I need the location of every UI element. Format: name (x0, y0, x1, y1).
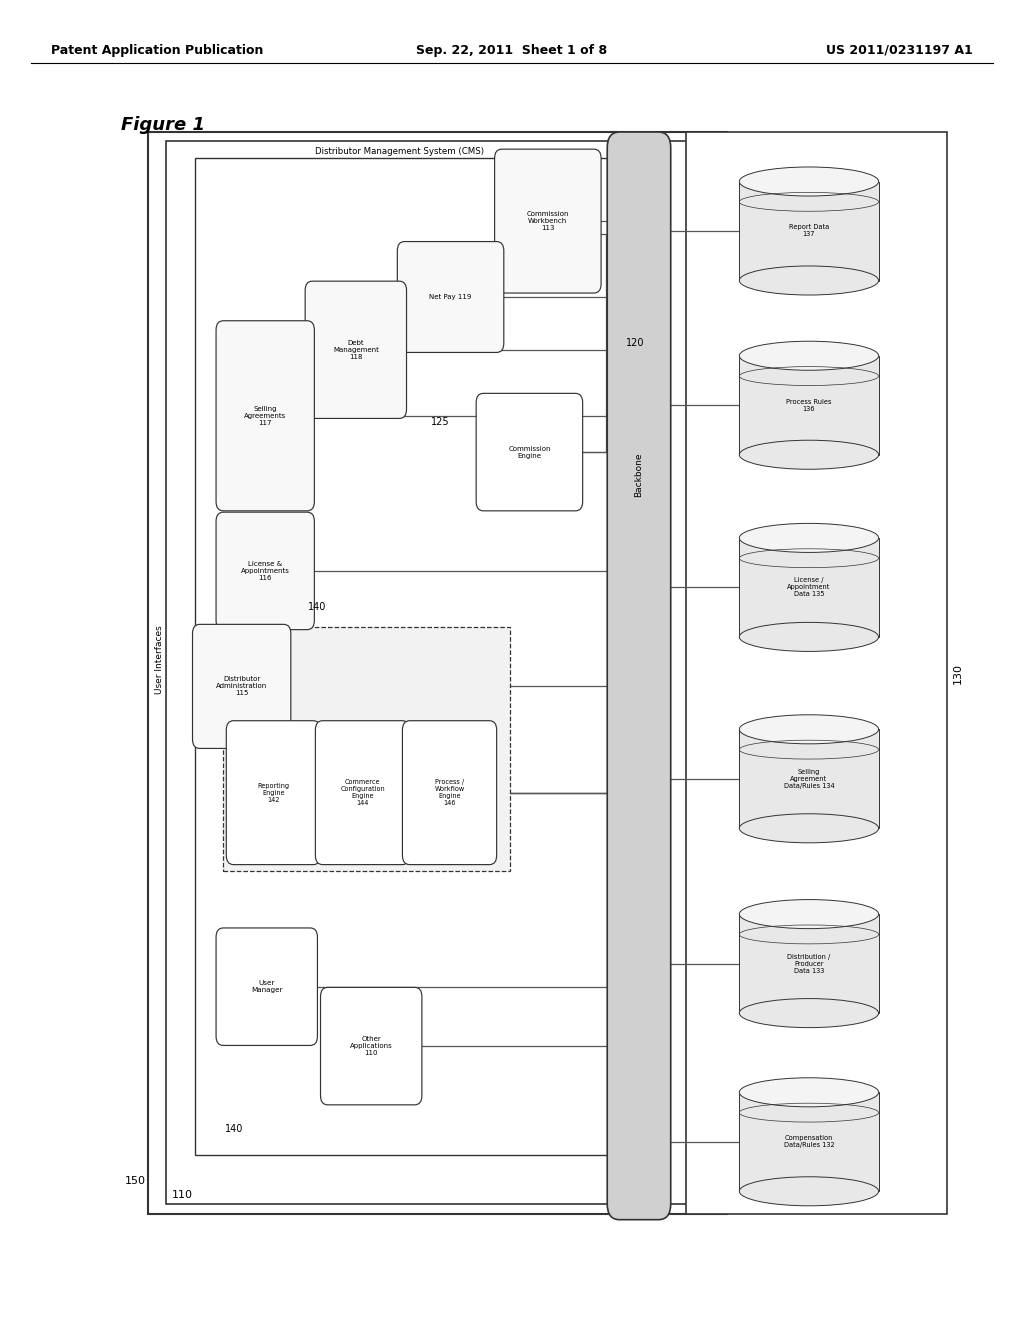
Text: User Interfaces: User Interfaces (156, 626, 164, 694)
FancyBboxPatch shape (216, 928, 317, 1045)
FancyBboxPatch shape (739, 729, 879, 829)
Text: Report Data
137: Report Data 137 (788, 224, 829, 238)
Text: Compensation
Data/Rules 132: Compensation Data/Rules 132 (783, 1135, 835, 1148)
Ellipse shape (739, 168, 879, 195)
Text: Distribution /
Producer
Data 133: Distribution / Producer Data 133 (787, 953, 830, 974)
Text: User
Manager: User Manager (251, 981, 283, 993)
FancyBboxPatch shape (216, 321, 314, 511)
Ellipse shape (739, 998, 879, 1027)
Text: 150: 150 (125, 1176, 145, 1187)
FancyBboxPatch shape (216, 512, 314, 630)
Ellipse shape (739, 441, 879, 470)
Text: Distributor
Administration
115: Distributor Administration 115 (216, 676, 267, 697)
Text: Selling
Agreements
117: Selling Agreements 117 (244, 405, 287, 426)
Text: Other
Applications
110: Other Applications 110 (350, 1036, 392, 1056)
Text: Process Rules
136: Process Rules 136 (786, 399, 831, 412)
Text: Backbone: Backbone (635, 453, 643, 498)
FancyBboxPatch shape (607, 132, 671, 1220)
FancyBboxPatch shape (686, 132, 947, 1214)
Text: Commission
Workbench
113: Commission Workbench 113 (526, 211, 569, 231)
FancyBboxPatch shape (193, 624, 291, 748)
Text: 140: 140 (308, 602, 327, 612)
FancyBboxPatch shape (305, 281, 407, 418)
Text: Selling
Agreement
Data/Rules 134: Selling Agreement Data/Rules 134 (783, 768, 835, 789)
FancyBboxPatch shape (739, 913, 879, 1014)
Ellipse shape (739, 813, 879, 843)
FancyBboxPatch shape (148, 132, 727, 1214)
FancyBboxPatch shape (739, 539, 879, 636)
FancyBboxPatch shape (195, 158, 640, 1155)
Text: Figure 1: Figure 1 (121, 116, 205, 135)
Ellipse shape (739, 715, 879, 744)
Text: Net Pay 119: Net Pay 119 (429, 294, 472, 300)
Text: License &
Appointments
116: License & Appointments 116 (241, 561, 290, 581)
Text: Sep. 22, 2011  Sheet 1 of 8: Sep. 22, 2011 Sheet 1 of 8 (417, 44, 607, 57)
Ellipse shape (739, 523, 879, 553)
Text: License /
Appointment
Data 135: License / Appointment Data 135 (787, 577, 830, 598)
FancyBboxPatch shape (223, 627, 510, 871)
Text: 130: 130 (952, 663, 963, 684)
Text: Commission
Engine: Commission Engine (508, 446, 551, 458)
FancyBboxPatch shape (739, 1093, 879, 1191)
Text: Process /
Workflow
Engine
146: Process / Workflow Engine 146 (434, 779, 465, 807)
Ellipse shape (739, 1177, 879, 1206)
FancyBboxPatch shape (226, 721, 321, 865)
FancyBboxPatch shape (321, 987, 422, 1105)
Ellipse shape (739, 622, 879, 651)
FancyBboxPatch shape (402, 721, 497, 865)
Text: Distributor Management System (CMS): Distributor Management System (CMS) (314, 148, 484, 156)
Text: 125: 125 (431, 417, 450, 428)
Ellipse shape (739, 267, 879, 296)
FancyBboxPatch shape (166, 141, 709, 1204)
Text: Reporting
Engine
142: Reporting Engine 142 (257, 783, 290, 803)
FancyBboxPatch shape (315, 721, 410, 865)
FancyBboxPatch shape (739, 356, 879, 454)
Text: Patent Application Publication: Patent Application Publication (51, 44, 263, 57)
FancyBboxPatch shape (495, 149, 601, 293)
Text: 140: 140 (225, 1123, 244, 1134)
Text: Debt
Management
118: Debt Management 118 (333, 339, 379, 360)
Text: US 2011/0231197 A1: US 2011/0231197 A1 (826, 44, 973, 57)
Ellipse shape (739, 1077, 879, 1106)
Ellipse shape (739, 342, 879, 371)
Text: 120: 120 (626, 338, 644, 348)
FancyBboxPatch shape (476, 393, 583, 511)
Text: Commerce
Configuration
Engine
144: Commerce Configuration Engine 144 (340, 779, 385, 807)
Text: 110: 110 (172, 1189, 194, 1200)
FancyBboxPatch shape (739, 181, 879, 281)
Ellipse shape (739, 900, 879, 929)
FancyBboxPatch shape (397, 242, 504, 352)
